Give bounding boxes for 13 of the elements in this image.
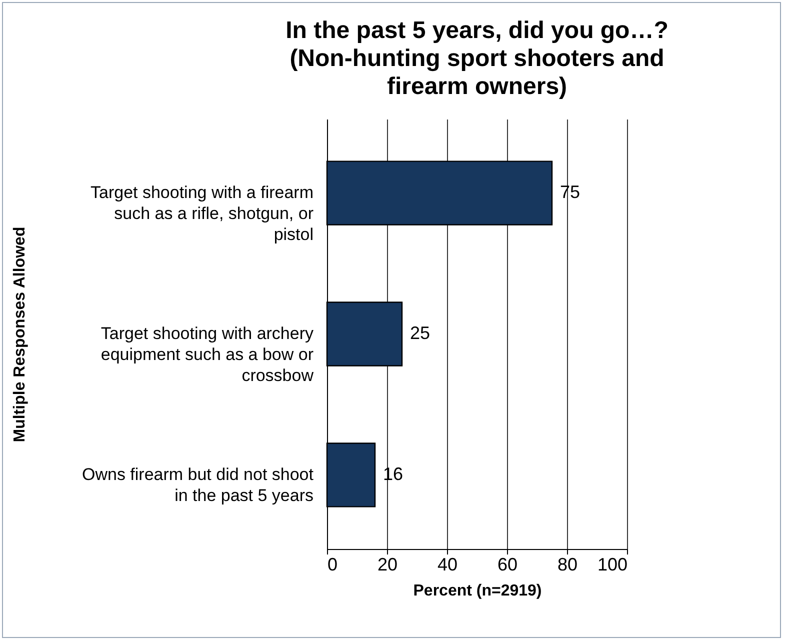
y-tick-label: Owns firearm but did not shoot in the past 5 years xyxy=(82,464,314,505)
x-axis-title: Percent (n=2919) xyxy=(413,582,542,600)
x-tick-label: 60 xyxy=(497,554,518,574)
x-tick-label: 100 xyxy=(597,554,628,574)
y-axis-title: Multiple Responses Allowed xyxy=(12,226,28,442)
y-tick-label: Target shooting with archery equipment such as a bow or crossbow xyxy=(100,324,314,385)
x-tick-label: 80 xyxy=(557,554,578,574)
x-tick-label: 0 xyxy=(328,554,338,574)
chart-title: In the past 5 years, did you go…? (Non-hunting sport shooters and firearm owners) xyxy=(286,17,668,100)
data-label: 25 xyxy=(410,323,430,343)
x-tick-label: 20 xyxy=(377,554,398,574)
y-tick-label: Target shooting with a firearm such as a rifle, shotgun, or pistol xyxy=(90,183,314,244)
x-tick-label: 40 xyxy=(437,554,458,574)
